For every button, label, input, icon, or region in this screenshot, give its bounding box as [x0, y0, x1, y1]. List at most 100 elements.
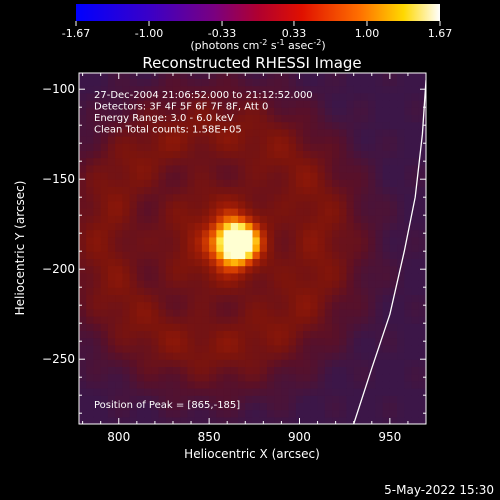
heatmap-cell: [122, 265, 131, 274]
heatmap-cell: [100, 294, 109, 303]
heatmap-cell: [295, 409, 304, 418]
heatmap-cell: [144, 193, 152, 202]
heatmap-cell: [397, 78, 405, 87]
heatmap-cell: [310, 208, 319, 216]
heatmap-cell: [295, 258, 304, 267]
heatmap-cell: [382, 280, 391, 288]
heatmap-cell: [317, 316, 326, 324]
heatmap-cell: [368, 265, 376, 274]
heatmap-cell: [194, 316, 203, 324]
heatmap-cell: [180, 92, 189, 101]
heatmap-cell: [324, 85, 333, 94]
heatmap-cell: [165, 215, 174, 223]
heatmap-cell: [259, 172, 268, 180]
heatmap-cell: [266, 388, 275, 396]
heatmap-cell: [129, 179, 138, 187]
heatmap-cell: [303, 164, 311, 173]
heatmap-cell: [317, 244, 326, 252]
heatmap-cell: [129, 359, 138, 367]
heatmap-cell: [93, 316, 102, 324]
heatmap-cell: [201, 200, 210, 209]
heatmap-cell: [389, 316, 398, 324]
heatmap-cell: [187, 359, 196, 367]
heatmap-cell: [266, 208, 275, 216]
heatmap-cell: [404, 78, 413, 87]
heatmap-cell: [201, 330, 210, 339]
chart-title: Reconstructed RHESSI Image: [142, 54, 361, 72]
heatmap-cell: [216, 143, 225, 151]
heatmap-cell: [115, 150, 123, 159]
heatmap-cell: [397, 323, 405, 331]
heatmap-cell: [144, 150, 152, 159]
heatmap-cell: [303, 359, 311, 367]
heatmap-cell: [382, 92, 391, 101]
heatmap-cell: [194, 164, 203, 173]
heatmap-cell: [353, 287, 362, 295]
heatmap-cell: [389, 330, 398, 339]
heatmap-cell: [122, 128, 131, 137]
heatmap-cell: [324, 121, 333, 130]
heatmap-cell: [158, 157, 167, 166]
heatmap-cell: [339, 114, 348, 123]
heatmap-cell: [295, 395, 304, 403]
heatmap-cell: [79, 402, 87, 411]
heatmap-cell: [346, 150, 355, 159]
heatmap-cell: [187, 215, 196, 223]
heatmap-cell: [158, 236, 167, 245]
heatmap-cell: [100, 272, 109, 281]
heatmap-cell: [93, 186, 102, 195]
heatmap-cell: [324, 380, 333, 389]
heatmap-cell: [310, 330, 319, 339]
heatmap-cell: [324, 244, 333, 252]
heatmap-cell: [216, 92, 225, 101]
heatmap-cell: [93, 352, 102, 360]
heatmap-cell: [209, 388, 217, 396]
heatmap-cell: [346, 301, 355, 310]
heatmap-cell: [238, 200, 246, 209]
heatmap-cell: [245, 172, 254, 180]
heatmap-cell: [360, 287, 369, 295]
heatmap-cell: [295, 92, 304, 101]
heatmap-cell: [201, 78, 210, 87]
heatmap-cell: [201, 359, 210, 367]
heatmap-cell: [165, 316, 174, 324]
heatmap-cell: [216, 330, 225, 339]
heatmap-cell: [79, 92, 87, 101]
heatmap-cell: [100, 121, 109, 130]
heatmap-cell: [360, 380, 369, 389]
y-tick-label: −250: [42, 352, 75, 366]
heatmap-cell: [317, 258, 326, 267]
heatmap-cell: [332, 100, 340, 108]
heatmap-cell: [165, 92, 174, 101]
heatmap-cell: [310, 73, 319, 79]
heatmap-cell: [209, 330, 217, 339]
heatmap-cell: [201, 128, 210, 137]
heatmap-cell: [252, 179, 261, 187]
heatmap-cell: [122, 186, 131, 195]
heatmap-cell: [295, 265, 304, 274]
heatmap-cell: [180, 265, 189, 274]
heatmap-cell: [404, 330, 413, 339]
heatmap-cell: [93, 128, 102, 137]
heatmap-cell: [397, 359, 405, 367]
heatmap-cell: [266, 92, 275, 101]
heatmap-cell: [115, 294, 123, 303]
heatmap-cell: [201, 380, 210, 389]
heatmap-cell: [115, 373, 123, 382]
heatmap-cell: [324, 172, 333, 180]
heatmap-cell: [79, 352, 87, 360]
heatmap-cell: [368, 316, 376, 324]
heatmap-cell: [346, 229, 355, 238]
heatmap-cell: [404, 179, 413, 187]
heatmap-cell: [115, 208, 123, 216]
heatmap-cell: [230, 388, 239, 396]
heatmap-cell: [144, 316, 152, 324]
heatmap-cell: [230, 229, 239, 238]
heatmap-cell: [201, 316, 210, 324]
heatmap-cell: [339, 380, 348, 389]
heatmap-cell: [93, 359, 102, 367]
heatmap-cell: [411, 388, 420, 396]
heatmap-cell: [107, 92, 116, 101]
heatmap-cell: [303, 186, 311, 195]
heatmap-cell: [115, 114, 123, 123]
